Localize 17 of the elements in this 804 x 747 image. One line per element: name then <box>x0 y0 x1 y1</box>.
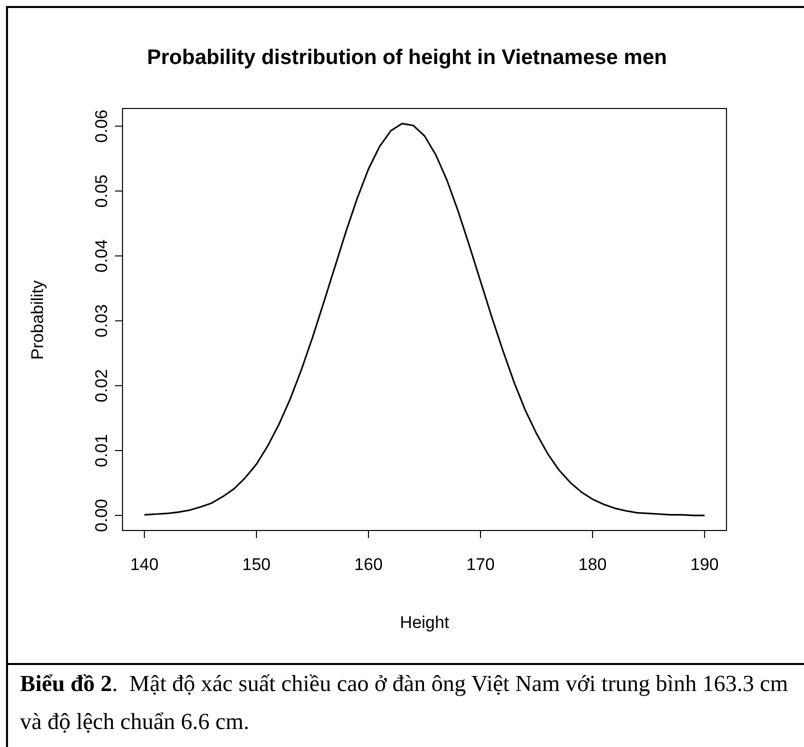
x-tick-label: 160 <box>354 555 383 574</box>
y-tick-label: 0.06 <box>92 110 111 143</box>
x-tick-label: 150 <box>242 555 271 574</box>
y-tick-label: 0.00 <box>92 498 111 532</box>
x-tick-label: 170 <box>466 555 495 574</box>
text: Biểu đồ 2. Mật độ xác suất chiều cao ở đàn ông Việt Nam với trung bình 163.3 cm và độ lệch chuẩn 6.6 cm. <box>8 665 804 741</box>
x-tick-label: 190 <box>690 555 719 574</box>
y-axis-title: Probability <box>28 280 48 360</box>
x-tick-label: 140 <box>130 555 159 574</box>
x-axis-title: Height <box>398 613 450 633</box>
y-tick-label: 0.03 <box>92 304 111 338</box>
y-tick-label: 0.01 <box>92 434 111 468</box>
x-tick-label: 180 <box>578 555 607 574</box>
y-tick-label: 0.04 <box>92 239 111 272</box>
y-tick-label: 0.05 <box>92 174 111 208</box>
chart-title: Probability distribution of height in Vietnamese men <box>146 46 668 70</box>
y-tick-label: 0.02 <box>92 369 111 402</box>
